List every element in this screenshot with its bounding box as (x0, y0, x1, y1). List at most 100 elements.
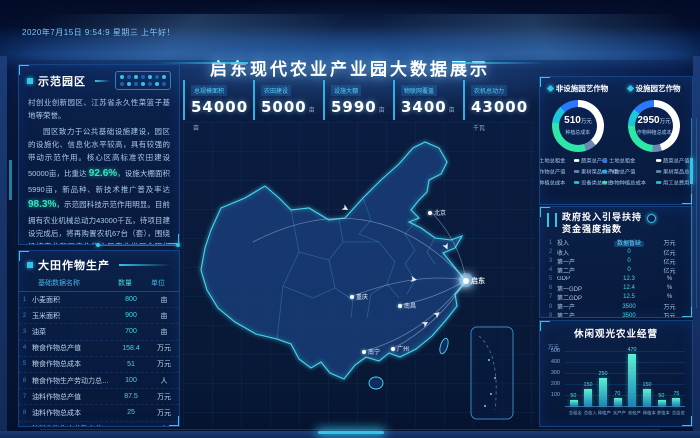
field-crops-header: 大田作物生产 (19, 251, 179, 276)
table-row: 7 油料作物总产值 87.5 万元 (19, 389, 179, 406)
kpi-unit: 亩 (193, 126, 200, 132)
value-pill: 数据暂缺 (613, 241, 644, 248)
non-facility-column: 非设施园艺作物 510万元 种植总成本 土地总租金 蔬菜总产值 作物总产值 果树… (540, 79, 618, 204)
demo-park-text: 村创业创新园区、江苏省永久性菜篮子基地等荣誉。 园区致力于公共基础设施建设，园区… (19, 93, 179, 244)
facility-column: 设施园艺作物 2950万元 作物种植总成本 土地总租金 蔬菜总产值 作物总产值 … (601, 79, 692, 204)
bottom-glow-decor (318, 431, 384, 434)
map-city-marker[interactable]: 重庆 (350, 292, 368, 301)
kpi-value: 5000 (261, 98, 307, 116)
frame-bottom (0, 431, 700, 438)
city-label: 广州 (397, 347, 410, 353)
bar[interactable] (657, 400, 666, 406)
table-header: 基础数据名称 数量 单位 (19, 276, 179, 292)
kpi-unit: 千瓦 (473, 126, 486, 132)
bar[interactable] (672, 398, 681, 406)
non-facility-title: 非设施园艺作物 (555, 84, 609, 93)
panel-horticulture: 非设施园艺作物 510万元 种植总成本 土地总租金 蔬菜总产值 作物总产值 果树… (539, 76, 693, 205)
kpi-stats-row: 总规模面积 54000 亩 农田建设 5000 亩 设施大棚 5990 亩 物联网覆盖… (183, 80, 535, 132)
table-row: 6 第一GDP 12.4% (548, 285, 673, 293)
kpi-value: 43000 (471, 98, 529, 116)
china-map-svg (200, 141, 514, 420)
demo-park-title: 示范园区 (38, 75, 86, 88)
bar[interactable] (598, 378, 607, 406)
table-row: 1 投入 数据暂缺 万元 (548, 239, 676, 248)
hainan-island (368, 376, 384, 390)
facility-legend: 土地总租金 蔬菜总产值 作物总产值 果树菜品总产值 作物种植总成本 用工总费用 (600, 155, 692, 188)
header-line (119, 264, 171, 266)
map-city-marker[interactable]: 北京 (428, 208, 446, 217)
table-row: 8 第一产 3500 万元 (548, 303, 676, 312)
kpi-value: 5990 (331, 98, 377, 116)
table-row: 3 第一产 0 亿元 (548, 258, 676, 266)
bar[interactable] (643, 389, 652, 406)
right-edge-decor (690, 118, 697, 308)
demo-park-header: 示范园区 (19, 65, 179, 93)
table-row: 5 粮食作物总成本 51 万元 (19, 357, 179, 373)
map-city-marker[interactable]: 南宁 (362, 347, 380, 356)
plane-icons (341, 204, 448, 328)
kpi-iot-coverage: 物联网覆盖 3400 亩 (393, 80, 463, 120)
facility-donut-chart[interactable]: 2950万元 作物种植总成本 (628, 100, 680, 152)
left-edge-decor (9, 160, 12, 200)
non-facility-legend: 土地总租金 蔬菜总产值 作物总产值 果树菜品总产值 种植总成本 设备类总支出 (540, 155, 626, 188)
paragraph: 园区致力于公共基础设施建设，园区的设施化、信息化水平较高，具有较强的带动示范作用… (28, 126, 170, 244)
datetime-text: 2020年7月15日 9:54:9 星期三 上午好！ (22, 28, 176, 37)
panel-demo-park: 示范园区 村创业创新园区、江苏省永久性菜篮子基地等荣誉。 园区致力于公共基础设施… (18, 64, 180, 245)
bar[interactable] (569, 400, 578, 406)
x-axis-labels: 总租金 总收入 种植产 水产产 其他产 种植本 养殖本 总投资 (568, 411, 685, 416)
non-facility-header: 非设施园艺作物 (546, 79, 609, 96)
non-facility-donut-chart[interactable]: 510万元 种植总成本 (552, 100, 604, 152)
header-bullet-icon (27, 77, 33, 84)
kpi-label: 农田建设 (261, 85, 292, 96)
highlight-value: 98.3% (28, 198, 57, 210)
kpi-label: 总规模面积 (191, 85, 228, 96)
plot-area: 50 150 250 70 470 150 50 75 (565, 347, 685, 407)
kpi-farmland: 农田建设 5000 亩 (253, 80, 323, 120)
government-header: 政府投入引导扶持 资金强度指数 (540, 207, 692, 238)
table-row: 9 第二产 3500 万元 (548, 312, 676, 318)
city-dot-icon (362, 349, 366, 354)
city-dot-icon (398, 303, 402, 308)
ring-icon (647, 214, 657, 223)
bars-icon (547, 213, 557, 227)
map-city-marker[interactable]: 启东 (463, 276, 485, 286)
city-label: 南宁 (368, 350, 381, 356)
donut-center: 2950万元 作物种植总成本 (636, 115, 672, 136)
bar[interactable] (584, 389, 593, 406)
government-title: 政府投入引导扶持 资金强度指数 (562, 212, 643, 234)
table-row: 2 玉米面积 900 亩 (19, 308, 179, 325)
bar[interactable] (613, 398, 622, 406)
kpi-label: 设施大棚 (331, 85, 362, 96)
table-row: 9油料作物生产劳动力总…70人 (19, 422, 179, 427)
table-row: 7 第二GDP 12.5% (548, 294, 673, 302)
kpi-greenhouse: 设施大棚 5990 亩 (323, 80, 393, 120)
dot-matrix-icon (115, 71, 171, 90)
y-axis-unit: 万元 (548, 345, 560, 351)
panel-government-funding: 政府投入引导扶持 资金强度指数 1 投入 数据暂缺 万元 2 收入 0 亿元 3 第一产 0 亿元… (539, 206, 693, 318)
kpi-machine-power: 农机总动力 43000 千瓦 (463, 80, 533, 132)
diamond-bullet-icon (626, 84, 634, 93)
city-dot-icon (463, 278, 469, 284)
city-label: 北京 (434, 211, 447, 217)
map-city-marker[interactable]: 广州 (391, 344, 409, 353)
paragraph: 村创业创新园区、江苏省永久性菜篮子基地等荣誉。 (28, 98, 170, 121)
bar[interactable] (628, 354, 637, 406)
taiwan-island (439, 337, 449, 355)
city-label: 重庆 (356, 295, 369, 301)
kpi-label: 农机总动力 (471, 85, 508, 96)
header-bullet-icon (27, 262, 33, 268)
banner-streak (373, 14, 700, 60)
south-sea-inset (470, 326, 514, 420)
table-row: 6 粮食作物生产劳动力总… 100 人 (19, 373, 179, 390)
facility-title: 设施园艺作物 (635, 84, 681, 93)
city-dot-icon (391, 346, 395, 351)
table-row: 5 GDP 12.3% (548, 276, 673, 283)
leisure-title: 休闲观光农业经营 (573, 329, 658, 340)
kpi-value: 54000 (191, 98, 249, 116)
city-dot-icon (350, 294, 354, 299)
page-title: 启东现代农业产业园大数据展示 (210, 60, 490, 80)
map-city-marker[interactable]: 南昌 (398, 301, 416, 310)
table-row: 3 油菜 700 亩 (19, 324, 179, 341)
china-outline (200, 141, 467, 380)
